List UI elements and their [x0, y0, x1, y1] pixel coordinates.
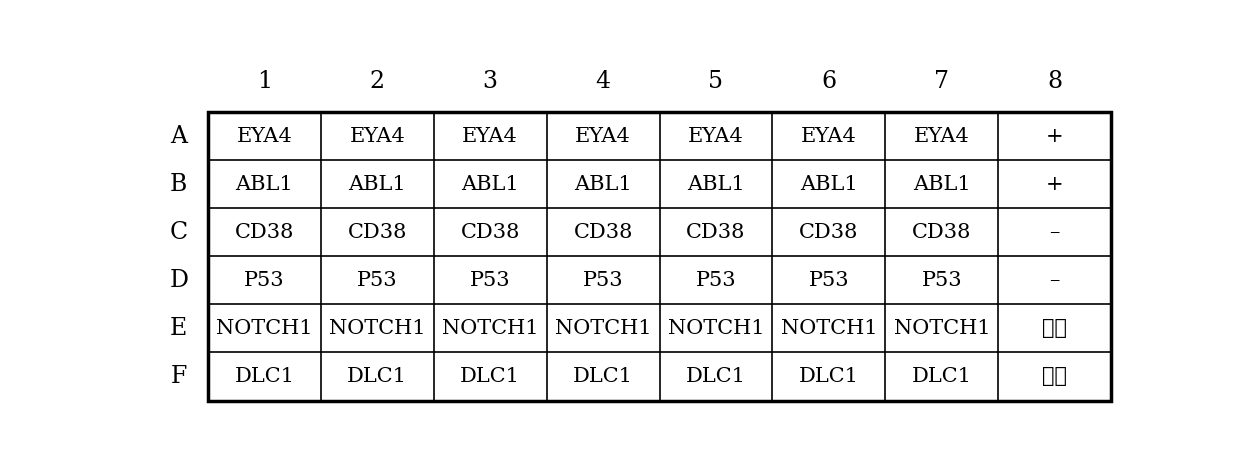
Text: EYA4: EYA4	[463, 127, 518, 146]
Text: EYA4: EYA4	[350, 127, 405, 146]
Text: –: –	[1049, 271, 1060, 290]
Text: 空白: 空白	[1043, 318, 1068, 339]
Text: CD38: CD38	[686, 223, 745, 242]
Text: EYA4: EYA4	[237, 127, 293, 146]
Text: ABL1: ABL1	[800, 175, 858, 194]
Text: NOTCH1: NOTCH1	[667, 319, 764, 338]
Text: ABL1: ABL1	[574, 175, 632, 194]
Text: CD38: CD38	[913, 223, 971, 242]
Text: A: A	[170, 125, 187, 148]
Text: P53: P53	[357, 271, 398, 290]
Text: NOTCH1: NOTCH1	[441, 319, 538, 338]
Text: CD38: CD38	[460, 223, 520, 242]
Text: ABL1: ABL1	[913, 175, 971, 194]
Text: ABL1: ABL1	[687, 175, 745, 194]
Text: DLC1: DLC1	[347, 367, 407, 386]
Text: NOTCH1: NOTCH1	[781, 319, 877, 338]
Text: P53: P53	[696, 271, 737, 290]
Text: DLC1: DLC1	[573, 367, 634, 386]
Text: +: +	[1045, 175, 1064, 194]
Text: 2: 2	[370, 70, 384, 92]
Text: B: B	[170, 173, 187, 196]
Text: CD38: CD38	[800, 223, 858, 242]
Text: ABL1: ABL1	[348, 175, 407, 194]
Text: –: –	[1049, 223, 1060, 242]
Text: 8: 8	[1047, 70, 1063, 92]
Text: CD38: CD38	[573, 223, 632, 242]
Text: E: E	[170, 317, 187, 340]
Text: NOTCH1: NOTCH1	[216, 319, 312, 338]
Text: 7: 7	[934, 70, 950, 92]
Bar	[208, 112, 1111, 401]
Text: NOTCH1: NOTCH1	[554, 319, 651, 338]
Text: ABL1: ABL1	[236, 175, 293, 194]
Text: EYA4: EYA4	[688, 127, 744, 146]
Text: ABL1: ABL1	[461, 175, 520, 194]
Text: 3: 3	[482, 70, 497, 92]
Text: 6: 6	[821, 70, 837, 92]
Text: NOTCH1: NOTCH1	[329, 319, 425, 338]
Text: EYA4: EYA4	[801, 127, 857, 146]
Text: 5: 5	[708, 70, 723, 92]
Text: +: +	[1045, 127, 1064, 146]
Text: P53: P53	[244, 271, 285, 290]
Text: DLC1: DLC1	[234, 367, 294, 386]
Text: CD38: CD38	[347, 223, 407, 242]
Text: DLC1: DLC1	[460, 367, 520, 386]
Text: D: D	[170, 269, 188, 292]
Text: DLC1: DLC1	[686, 367, 746, 386]
Text: EYA4: EYA4	[914, 127, 970, 146]
Text: P53: P53	[583, 271, 624, 290]
Text: P53: P53	[470, 271, 511, 290]
Text: DLC1: DLC1	[911, 367, 972, 386]
Text: F: F	[171, 365, 187, 388]
Text: DLC1: DLC1	[799, 367, 859, 386]
Text: EYA4: EYA4	[575, 127, 631, 146]
Text: 1: 1	[257, 70, 272, 92]
Text: CD38: CD38	[234, 223, 294, 242]
Text: NOTCH1: NOTCH1	[894, 319, 990, 338]
Text: P53: P53	[808, 271, 849, 290]
Text: P53: P53	[921, 271, 962, 290]
Text: 空白: 空白	[1043, 366, 1068, 387]
Text: C: C	[170, 221, 187, 244]
Text: 4: 4	[595, 70, 610, 92]
